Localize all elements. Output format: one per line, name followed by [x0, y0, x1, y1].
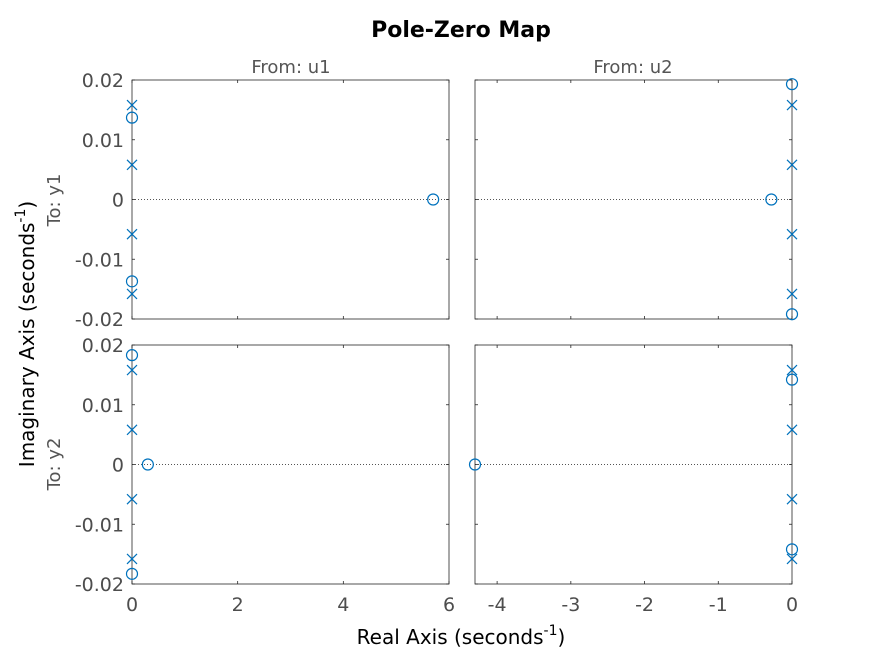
- pole-marker: [786, 159, 798, 171]
- zero-marker: [785, 373, 799, 386]
- pole-marker: [786, 364, 798, 376]
- axes-box-r1-c2: [474, 79, 793, 320]
- zero-marker: [125, 111, 139, 124]
- row-label-y2: To: y2: [44, 438, 65, 492]
- x-tick-label: 0: [126, 594, 138, 616]
- y-tick-label: -0.01: [75, 514, 124, 536]
- y-tick-label: -0.01: [75, 249, 124, 271]
- y-tick-label: 0.01: [82, 130, 124, 152]
- x-tick-label: 0: [786, 594, 798, 616]
- pole-marker: [786, 228, 798, 240]
- y-tick-label: 0.01: [82, 395, 124, 417]
- axes-box-r1-c1: [131, 79, 450, 320]
- zero-marker: [785, 543, 799, 556]
- axes-box-r2-c1: [131, 344, 450, 585]
- column-label-u2: From: u2: [593, 57, 672, 78]
- zero-marker: [427, 193, 440, 206]
- column-label-u1: From: u1: [251, 57, 330, 78]
- pole-marker: [126, 288, 138, 300]
- pole-marker: [126, 99, 138, 111]
- pole-marker: [126, 228, 138, 240]
- zero-marker: [125, 275, 139, 288]
- pole-marker: [786, 493, 798, 505]
- x-axis-label-tail: ): [558, 625, 566, 649]
- zero-marker: [785, 308, 799, 321]
- zero-marker: [141, 458, 154, 471]
- x-tick-label: -2: [635, 594, 654, 616]
- y-tick-label: -0.02: [75, 309, 124, 331]
- axes-box-r2-c2: [474, 344, 793, 585]
- row-label-y1: To: y1: [44, 174, 65, 228]
- panel-r1-c1: -0.02 -0.01 0 0.01 0.02: [75, 70, 450, 331]
- panel-r2-c2: -4 -3 -2 -1 0: [468, 344, 799, 616]
- zero-marker: [765, 193, 778, 206]
- x-axis-label: Real Axis (seconds-1): [357, 623, 566, 649]
- panel-r1-c2: [474, 78, 799, 321]
- pole-marker: [126, 424, 138, 436]
- y-tick-label: 0: [112, 190, 124, 212]
- y-axis-label-exponent: -1: [13, 209, 29, 223]
- x-axis-label-exponent: -1: [544, 623, 558, 639]
- x-axis-label-main: Real Axis (seconds: [357, 625, 544, 649]
- x-tick-label: -4: [488, 594, 507, 616]
- plot-panels: -0.02 -0.01 0 0.01 0.02 0 2 4 6 -0.02 -0.01 0 0.01 0.…: [75, 70, 799, 616]
- y-tick-label: 0.02: [82, 335, 124, 357]
- y-axis-label: Imaginary Axis (seconds-1): [13, 201, 39, 467]
- pole-marker: [786, 553, 798, 565]
- zero-marker: [125, 349, 139, 362]
- zero-marker: [125, 567, 139, 580]
- panel-r2-c1: 0 2 4 6 -0.02 -0.01 0 0.01 0.02: [75, 335, 455, 616]
- pole-marker: [786, 288, 798, 300]
- pole-marker: [126, 553, 138, 565]
- x-tick-label: 6: [443, 594, 455, 616]
- x-tick-label: 4: [337, 594, 349, 616]
- zero-marker: [468, 458, 482, 471]
- pole-marker: [126, 364, 138, 376]
- x-tick-label: -1: [709, 594, 728, 616]
- zero-marker: [785, 78, 799, 91]
- chart-title: Pole-Zero Map: [371, 18, 551, 43]
- pole-marker: [126, 493, 138, 505]
- x-tick-label: 2: [232, 594, 244, 616]
- y-axis-label-main: Imaginary Axis (seconds: [15, 223, 39, 468]
- pole-marker: [126, 159, 138, 171]
- pole-marker: [786, 424, 798, 436]
- x-tick-label: -3: [561, 594, 580, 616]
- y-tick-label: -0.02: [75, 574, 124, 596]
- pole-marker: [786, 99, 798, 111]
- y-axis-label-tail: ): [15, 201, 39, 209]
- y-tick-label: 0: [112, 455, 124, 477]
- y-tick-label: 0.02: [82, 70, 124, 92]
